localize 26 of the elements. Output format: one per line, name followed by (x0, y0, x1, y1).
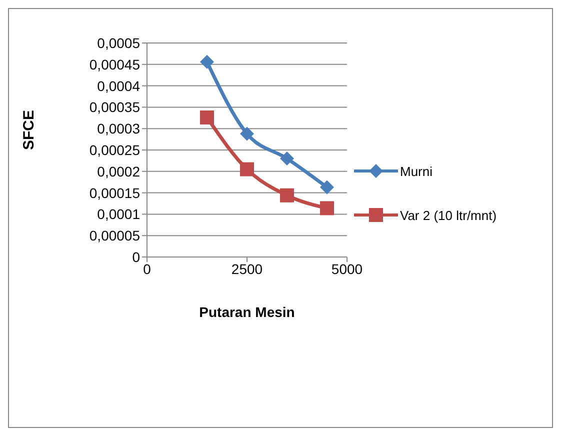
x-axis-title: Putaran Mesin (199, 304, 295, 320)
point (200, 110, 214, 124)
point (280, 152, 294, 166)
y-tick-label: 0 (132, 248, 140, 265)
point (240, 126, 254, 141)
y-tick-label: 0,0001 (97, 206, 140, 222)
y-tick-label: 0,0004 (97, 78, 140, 94)
y-tick-label: 0,0005 (97, 34, 140, 51)
point (280, 188, 294, 202)
y-tick-label: 0,00025 (89, 142, 140, 158)
x-tick-label: 2500 (231, 260, 263, 277)
y-tick-label: 0,0002 (97, 163, 140, 180)
point (320, 180, 334, 194)
y-tick-label: 0,00035 (89, 99, 140, 116)
y-tick-label: 0,00005 (89, 228, 140, 244)
point (320, 201, 334, 216)
legend-label: Var 2 (10 ltr/mnt) (400, 208, 497, 222)
point (200, 54, 214, 69)
y-tick-label: 0,0003 (97, 120, 140, 137)
y-tick-label: 0,00045 (89, 56, 140, 72)
point (240, 162, 254, 176)
legend-label: Murni (400, 164, 433, 178)
y-tick-label: 0,00015 (89, 184, 140, 201)
x-tick-label: 5000 (331, 260, 363, 277)
x-tick-label: 0 (143, 260, 152, 277)
y-axis-title: SFCE (20, 110, 38, 150)
